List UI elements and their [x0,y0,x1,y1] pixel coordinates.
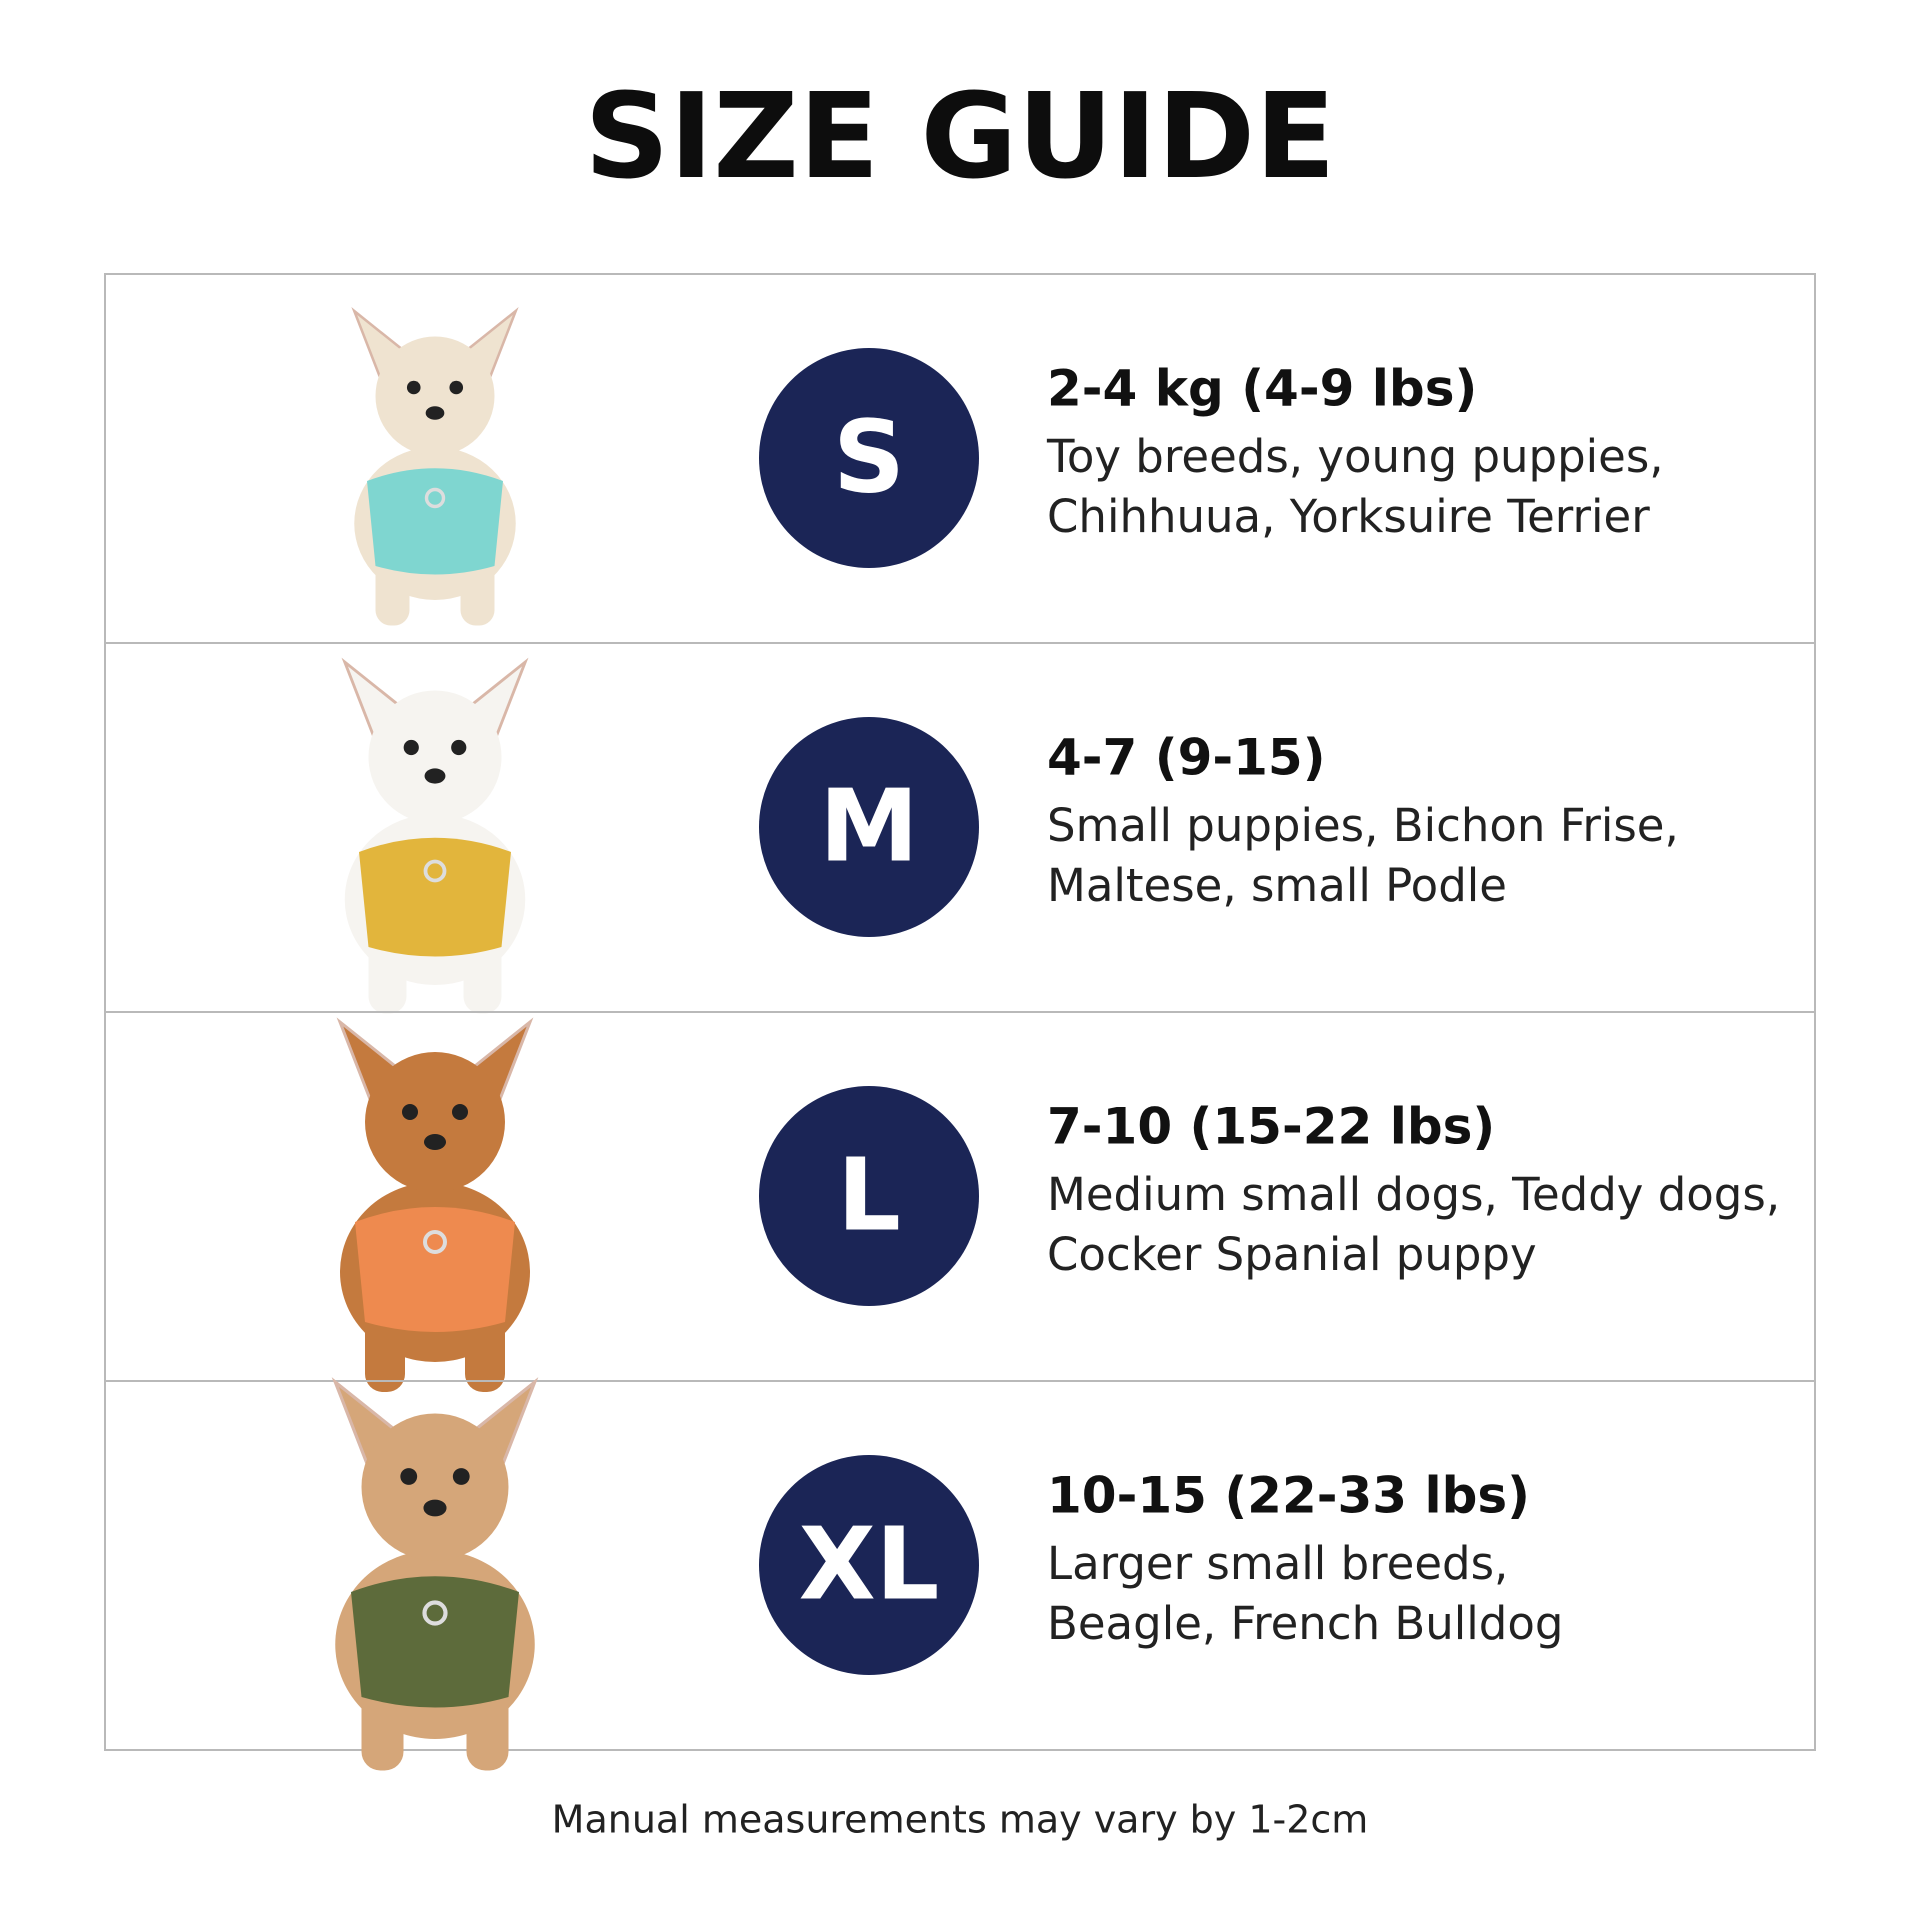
dog-harness [367,468,503,575]
size-weight: 2-4 kg (4-9 lbs) [1047,360,1477,418]
title: SIZE GUIDE [584,67,1335,205]
dog-leg [361,1686,404,1771]
dog-nose [424,1134,446,1150]
dog-head [361,1413,509,1561]
size-weight: 10-15 (22-33 lbs) [1047,1467,1530,1525]
size-row: XL 10-15 (22-33 lbs) Larger small breeds, B… [105,1377,1815,1771]
dog-eye [452,1104,468,1120]
size-badge [759,717,979,937]
footer-note: Manual measurements may vary by 1-2cm [552,1798,1369,1842]
dog-illustration [341,657,529,1014]
size-badge [759,348,979,568]
size-label: S [833,398,905,515]
size-label: L [837,1136,901,1253]
size-description: Medium small dogs, Teddy dogs, [1047,1168,1780,1221]
dog-eye [403,739,419,756]
size-weight: 7-10 (15-22 lbs) [1047,1098,1495,1156]
dog-nose [424,768,446,784]
dog-leg [365,1312,405,1392]
dog-eye [402,1104,418,1120]
size-badge [759,1455,979,1675]
harness-ring [423,859,447,883]
dog-eye [451,739,467,756]
size-weight: 4-7 (9-15) [1047,729,1326,787]
rows: S 2-4 kg (4-9 lbs) Toy breeds, young puppi… [105,307,1815,1771]
dog-leg [460,557,495,626]
dog-leg [368,937,407,1014]
size-row: M 4-7 (9-15) Small puppies, Bichon Frise, M… [105,642,1815,1014]
dog-harness [359,837,511,957]
dog-eye [449,380,464,395]
dog-head [368,690,502,824]
dog-harness [351,1576,519,1708]
size-description: Chihhuua, Yorksuire Terrier [1047,490,1650,543]
dog-head [365,1052,505,1192]
dog-leg [465,1312,505,1392]
size-description: Cocker Spanial puppy [1047,1228,1537,1281]
size-row: S 2-4 kg (4-9 lbs) Toy breeds, young puppi… [351,307,1664,626]
dog-eye [400,1468,418,1485]
size-description: Toy breeds, young puppies, [1046,430,1664,483]
size-label: M [819,767,919,884]
harness-ring [422,1600,448,1626]
size-description: Maltese, small Podle [1047,859,1507,912]
dog-eye [452,1468,470,1485]
size-description: Larger small breeds, [1047,1537,1508,1590]
harness-ring [423,1230,447,1254]
dog-nose [423,1499,447,1517]
size-label: XL [799,1505,940,1622]
size-description: Beagle, French Bulldog [1047,1597,1563,1650]
dog-eye [406,380,421,395]
size-row: L 7-10 (15-22 lbs) Medium small dogs, Tedd… [105,1011,1815,1392]
dog-illustration [336,1017,534,1392]
dog-harness [355,1207,515,1332]
dog-leg [466,1686,509,1771]
size-description: Small puppies, Bichon Frise, [1047,799,1679,852]
dog-illustration [331,1377,539,1771]
harness-ring [424,487,446,509]
dog-nose [425,406,445,420]
dog-illustration [351,307,519,626]
dog-head [375,336,495,456]
dog-leg [375,557,410,626]
dog-leg [463,937,502,1014]
size-badge [759,1086,979,1306]
